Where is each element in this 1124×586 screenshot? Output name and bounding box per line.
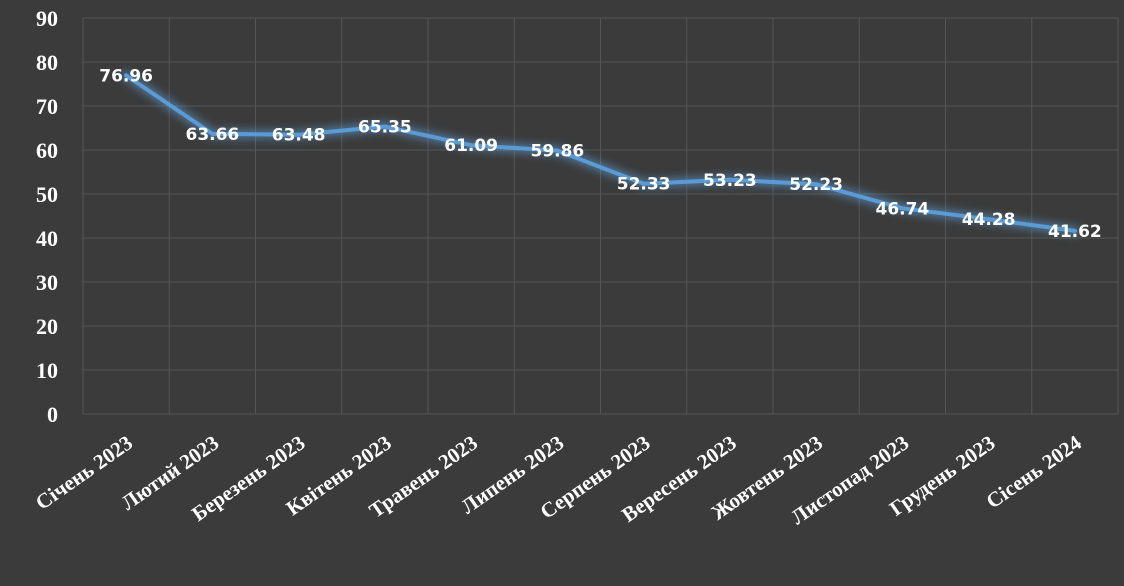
- data-point: [1072, 228, 1077, 233]
- grid: [82, 17, 1119, 415]
- y-tick-label: 50: [36, 182, 58, 207]
- data-point: [124, 73, 129, 78]
- data-label: 59.86: [530, 142, 584, 162]
- y-tick-label: 0: [47, 402, 58, 427]
- y-tick-label: 30: [36, 270, 58, 295]
- data-label: 63.48: [272, 126, 326, 146]
- data-label: 61.09: [444, 136, 498, 156]
- y-axis: 0 10 20 30 40 50 60 70 80 90: [36, 6, 58, 427]
- data-point: [641, 181, 646, 186]
- data-point: [814, 182, 819, 187]
- data-label: 52.23: [789, 175, 843, 195]
- data-point: [900, 206, 905, 211]
- data-point: [210, 131, 215, 136]
- data-point: [296, 132, 301, 137]
- y-tick-label: 70: [36, 94, 58, 119]
- x-tick-label: Сісень 2024: [982, 430, 1087, 513]
- y-tick-label: 40: [36, 226, 58, 251]
- series-line-group: [121, 70, 1080, 236]
- data-label: 53.23: [703, 171, 757, 191]
- data-label: 52.33: [617, 175, 671, 195]
- y-tick-label: 80: [36, 50, 58, 75]
- data-label: 65.35: [358, 117, 412, 137]
- data-label: 44.28: [962, 210, 1016, 230]
- data-point: [469, 143, 474, 148]
- series-line: [124, 73, 1077, 233]
- data-point: [555, 148, 560, 153]
- data-label: 76.96: [99, 66, 153, 86]
- y-tick-label: 90: [36, 6, 58, 31]
- y-tick-label: 20: [36, 314, 58, 339]
- data-point: [986, 217, 991, 222]
- data-point: [382, 124, 387, 129]
- data-label: 46.74: [875, 199, 929, 219]
- y-tick-label: 10: [36, 358, 58, 383]
- data-label: 63.66: [185, 125, 239, 145]
- y-tick-label: 60: [36, 138, 58, 163]
- data-labels: 76.96 63.66 63.48 65.35 61.09 59.86 52.33 53.23…: [99, 66, 1102, 241]
- data-label: 41.62: [1048, 222, 1102, 242]
- data-point: [727, 177, 732, 182]
